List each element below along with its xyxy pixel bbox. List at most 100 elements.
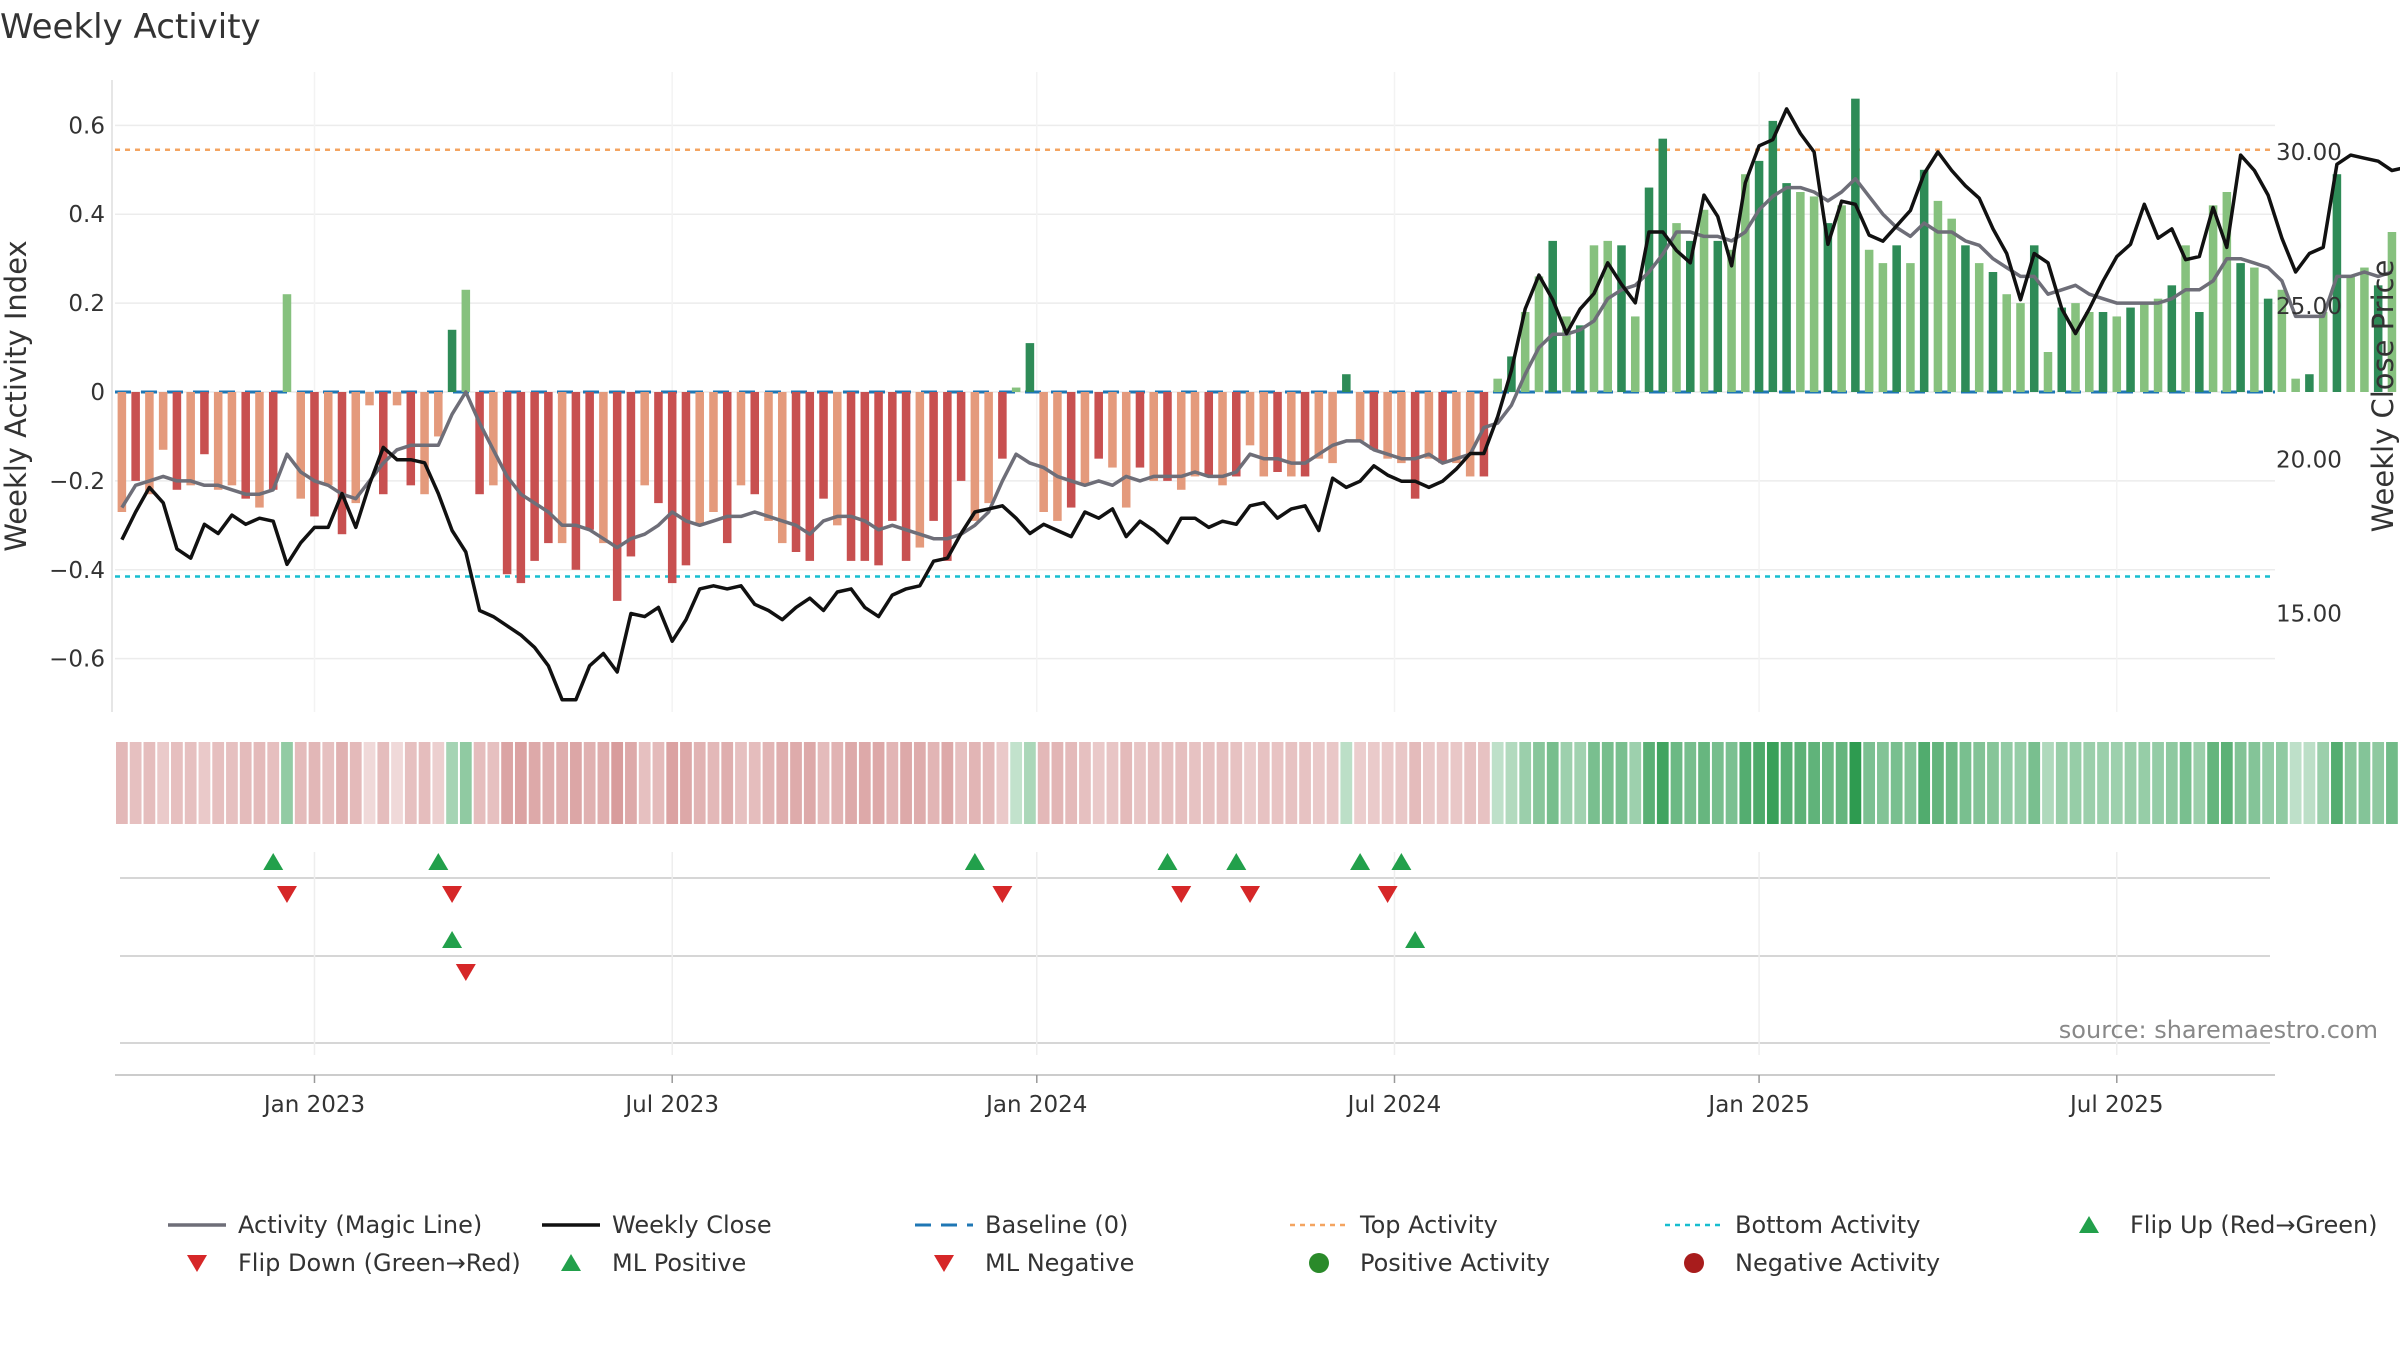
- heat-strip-cell: [212, 742, 225, 824]
- heat-strip-cell: [913, 742, 926, 824]
- activity-bar: [2043, 352, 2053, 392]
- activity-bar: [1562, 316, 1571, 392]
- activity-bar: [255, 392, 264, 508]
- activity-bar: [1342, 374, 1351, 392]
- heat-strip-cell: [1780, 742, 1793, 824]
- activity-bar: [777, 392, 787, 544]
- heat-strip-cell: [1354, 742, 1366, 824]
- activity-bar: [888, 392, 897, 521]
- heat-strip-cell: [2097, 742, 2109, 824]
- heat-strip-cell: [308, 742, 321, 824]
- heat-strip-cell: [1629, 742, 1642, 824]
- activity-bar: [1011, 387, 1021, 392]
- activity-bar: [1754, 160, 1764, 392]
- heat-strip-cell: [927, 742, 940, 824]
- heat-strip-cell: [349, 742, 362, 824]
- heat-strip-cell: [2344, 742, 2357, 824]
- activity-bar: [2098, 312, 2108, 392]
- flip-down-marker: [276, 886, 297, 903]
- heat-strip-cell: [1065, 742, 1078, 824]
- legend-label: Weekly Close: [612, 1211, 772, 1239]
- activity-bar: [2126, 307, 2135, 392]
- flip-up-marker: [428, 853, 449, 870]
- y-left-tick-label: 0.6: [68, 113, 105, 139]
- heat-strip-cell: [459, 742, 472, 824]
- heat-strip-cell: [1945, 742, 1958, 824]
- legend-swatch-up-triangle-icon: [561, 1254, 581, 1271]
- heat-strip-cell: [2069, 742, 2082, 824]
- activity-bar: [1039, 392, 1048, 512]
- y-right-tick-label: 25.00: [2276, 294, 2342, 320]
- legend-label: Negative Activity: [1735, 1249, 1940, 1277]
- heat-strip-cell: [2234, 742, 2247, 824]
- heat-strip-cell: [1326, 742, 1339, 824]
- heat-strip-cell: [776, 742, 789, 824]
- activity-bar: [1658, 138, 1668, 392]
- heat-strip-cell: [514, 742, 527, 824]
- flip-up-marker: [1157, 853, 1178, 870]
- heat-strip-cell: [1766, 742, 1779, 824]
- activity-bar: [874, 392, 883, 566]
- heat-strip-cell: [198, 742, 211, 824]
- heat-strip-cell: [680, 742, 692, 824]
- activity-bar: [1190, 392, 1200, 477]
- activity-bar: [901, 392, 911, 561]
- legend-label: Baseline (0): [985, 1211, 1128, 1239]
- activity-bar: [1410, 392, 1420, 499]
- activity-bar: [956, 392, 966, 481]
- legend-swatch-up-triangle-icon: [2079, 1216, 2099, 1233]
- activity-bar: [200, 392, 209, 455]
- heat-strip-cell: [735, 742, 747, 824]
- heat-strip-cell: [941, 742, 954, 824]
- legend: Activity (Magic Line) Weekly Close Baselin…: [168, 1211, 2378, 1277]
- activity-bar: [819, 392, 828, 499]
- heat-strip-cell: [1643, 742, 1655, 824]
- heat-strip-cell: [1202, 742, 1215, 824]
- x-tick-label: Jul 2024: [1346, 1092, 1442, 1118]
- flip-up-marker: [964, 853, 985, 870]
- heat-strip-cell: [1560, 742, 1573, 824]
- heat-strip-cell: [2276, 742, 2288, 824]
- activity-bar: [172, 392, 182, 490]
- activity-bar: [2071, 303, 2080, 392]
- legend-item: Weekly Close: [542, 1211, 772, 1239]
- legend-item: Positive Activity: [1309, 1249, 1550, 1277]
- heat-strip-cell: [226, 742, 238, 824]
- heat-strip-cell: [611, 742, 624, 824]
- heat-strip-cell: [184, 742, 197, 824]
- heat-strip-cell: [1918, 742, 1931, 824]
- legend-label: Top Activity: [1359, 1211, 1498, 1239]
- heat-strip-cell: [2014, 742, 2027, 824]
- y-left-tick-label: −0.6: [49, 647, 105, 673]
- activity-bar: [489, 392, 498, 486]
- heat-strip-cell: [1450, 742, 1463, 824]
- heat-strip-cell: [858, 742, 871, 824]
- heat-strip-cell: [432, 742, 445, 824]
- ml-positive-marker: [442, 931, 463, 948]
- heat-strip-cell: [1973, 742, 1986, 824]
- heat-strip-cell: [1959, 742, 1972, 824]
- x-tick-label: Jan 2023: [262, 1092, 365, 1118]
- heat-strip-cell: [377, 742, 390, 824]
- heat-strip-cell: [1244, 742, 1256, 824]
- heat-strip-cell: [143, 742, 156, 824]
- activity-bar: [1135, 392, 1145, 468]
- activity-bar: [764, 392, 773, 521]
- activity-bar: [612, 392, 622, 601]
- activity-bar: [1768, 120, 1778, 392]
- activity-bar: [516, 392, 526, 584]
- activity-bar: [2181, 245, 2190, 392]
- heat-strip-cell: [2083, 742, 2096, 824]
- heat-strip-cell: [583, 742, 596, 824]
- heat-strip-cell: [253, 742, 266, 824]
- heat-strip-cell: [239, 742, 252, 824]
- heat-strip-cell: [1010, 742, 1023, 824]
- activity-bar: [805, 392, 815, 561]
- flip-down-marker: [1240, 886, 1261, 903]
- activity-bar: [1479, 392, 1489, 477]
- heat-strip-cell: [1546, 742, 1559, 824]
- activity-bar: [915, 392, 925, 548]
- heat-strip-cell: [542, 742, 555, 824]
- activity-bar: [131, 392, 140, 481]
- activity-bar: [379, 392, 388, 495]
